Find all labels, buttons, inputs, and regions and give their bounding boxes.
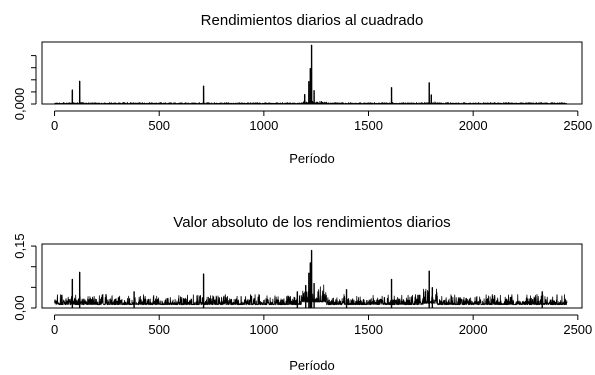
x-tick-label: 2000 <box>459 118 488 133</box>
chart-title: Rendimientos diarios al cuadrado <box>201 12 424 29</box>
series-group <box>54 249 568 308</box>
x-axis-label: Período <box>289 358 335 373</box>
x-tick-label: 1500 <box>354 118 383 133</box>
absolute-returns-panel: Valor absoluto de los rendimientos diari… <box>12 214 592 373</box>
x-axis: 0 500 1000 1500 2000 2500 <box>51 110 592 133</box>
x-tick-label: 2500 <box>563 118 592 133</box>
x-tick-label: 0 <box>51 118 58 133</box>
y-tick-label: 0,000 <box>12 88 27 121</box>
x-axis-label: Período <box>289 151 335 166</box>
y-tick-label: 0,15 <box>12 233 27 258</box>
x-axis: 0 500 1000 1500 2000 2500 <box>51 314 592 337</box>
x-tick-label: 500 <box>148 322 170 337</box>
x-tick-label: 1500 <box>354 322 383 337</box>
x-tick-label: 0 <box>51 322 58 337</box>
series-group <box>54 44 568 105</box>
x-tick-label: 500 <box>148 118 170 133</box>
chart-title: Valor absoluto de los rendimientos diari… <box>173 214 450 231</box>
y-tick-label: 0,00 <box>12 295 27 320</box>
x-tick-label: 2500 <box>563 322 592 337</box>
x-tick-label: 1000 <box>249 118 278 133</box>
x-tick-label: 2000 <box>459 322 488 337</box>
y-axis: 0,00 0,15 <box>12 233 37 321</box>
x-tick-label: 1000 <box>249 322 278 337</box>
squared-returns-panel: Rendimientos diarios al cuadrado 0,000 0… <box>12 12 592 166</box>
y-axis: 0,000 <box>12 55 37 121</box>
